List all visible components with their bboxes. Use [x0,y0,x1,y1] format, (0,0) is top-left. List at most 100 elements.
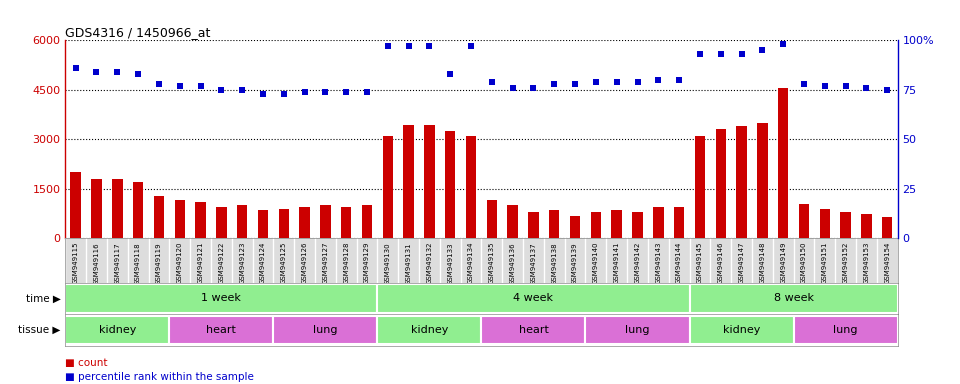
Point [172,83,187,89]
Bar [237,205,248,238]
Point [443,71,458,77]
Bar [736,126,747,238]
Bar [570,216,580,238]
Point [339,89,354,95]
Bar [633,212,642,238]
Text: GSM949127: GSM949127 [323,242,328,285]
Point [421,43,437,49]
Point [692,51,708,57]
Text: heart: heart [518,325,548,335]
Text: heart: heart [206,325,236,335]
Bar [482,316,586,344]
Text: 4 week: 4 week [514,293,554,303]
Text: GSM949118: GSM949118 [135,242,141,285]
Bar [377,284,689,313]
Point [380,43,396,49]
Bar [590,212,601,238]
Bar [321,205,330,238]
Point [588,79,604,85]
Text: tissue ▶: tissue ▶ [18,325,60,335]
Text: GSM949121: GSM949121 [198,242,204,285]
Point [109,69,125,75]
Bar [65,316,169,344]
Bar [861,214,872,238]
Text: GSM949119: GSM949119 [156,242,162,285]
Bar [169,316,274,344]
Bar [445,131,455,238]
Point [609,79,624,85]
Bar [612,210,622,238]
Bar [132,182,143,238]
Text: 8 week: 8 week [774,293,813,303]
Point [297,89,312,95]
Bar [175,200,185,238]
Bar [586,316,689,344]
Point [879,87,895,93]
Bar [154,195,164,238]
Point [838,83,853,89]
Text: GSM949133: GSM949133 [447,242,453,285]
Bar [528,212,539,238]
Text: lung: lung [625,325,650,335]
Bar [840,212,851,238]
Text: ■ count: ■ count [65,358,108,368]
Text: GSM949143: GSM949143 [656,242,661,285]
Point [671,77,686,83]
Point [276,91,292,97]
Point [89,69,105,75]
Point [152,81,167,87]
Point [401,43,417,49]
Text: GSM949117: GSM949117 [114,242,120,285]
Bar [653,207,663,238]
Point [567,81,583,87]
Text: GSM949150: GSM949150 [801,242,807,285]
Bar [695,136,706,238]
Bar [466,136,476,238]
Bar [383,136,393,238]
Bar [377,316,482,344]
Text: GDS4316 / 1450966_at: GDS4316 / 1450966_at [65,26,210,39]
Point [733,51,749,57]
Bar [91,179,102,238]
Bar [715,129,726,238]
Text: GSM949148: GSM949148 [759,242,765,285]
Bar [424,124,435,238]
Text: lung: lung [833,325,858,335]
Text: GSM949140: GSM949140 [593,242,599,285]
Bar [257,210,268,238]
Point [484,79,499,85]
Bar [112,179,123,238]
Text: GSM949122: GSM949122 [218,242,225,285]
Bar [674,207,684,238]
Point [464,43,479,49]
Point [713,51,729,57]
Point [214,87,229,93]
Point [234,87,250,93]
Text: GSM949129: GSM949129 [364,242,370,285]
Bar [216,207,227,238]
Bar [278,209,289,238]
Text: lung: lung [313,325,338,335]
Bar [799,204,809,238]
Bar [487,200,497,238]
Text: kidney: kidney [411,325,448,335]
Point [776,41,791,47]
Text: GSM949115: GSM949115 [73,242,79,285]
Text: GSM949125: GSM949125 [280,242,287,285]
Bar [778,88,788,238]
Point [817,83,832,89]
Text: GSM949120: GSM949120 [177,242,182,285]
Point [651,77,666,83]
Bar [300,207,310,238]
Bar [549,210,560,238]
Text: GSM949123: GSM949123 [239,242,245,285]
Text: GSM949147: GSM949147 [738,242,745,285]
Bar [689,316,794,344]
Point [131,71,146,77]
Point [630,79,645,85]
Point [796,81,811,87]
Text: GSM949149: GSM949149 [780,242,786,285]
Text: GSM949137: GSM949137 [531,242,537,285]
Text: GSM949152: GSM949152 [843,242,849,285]
Bar [274,316,377,344]
